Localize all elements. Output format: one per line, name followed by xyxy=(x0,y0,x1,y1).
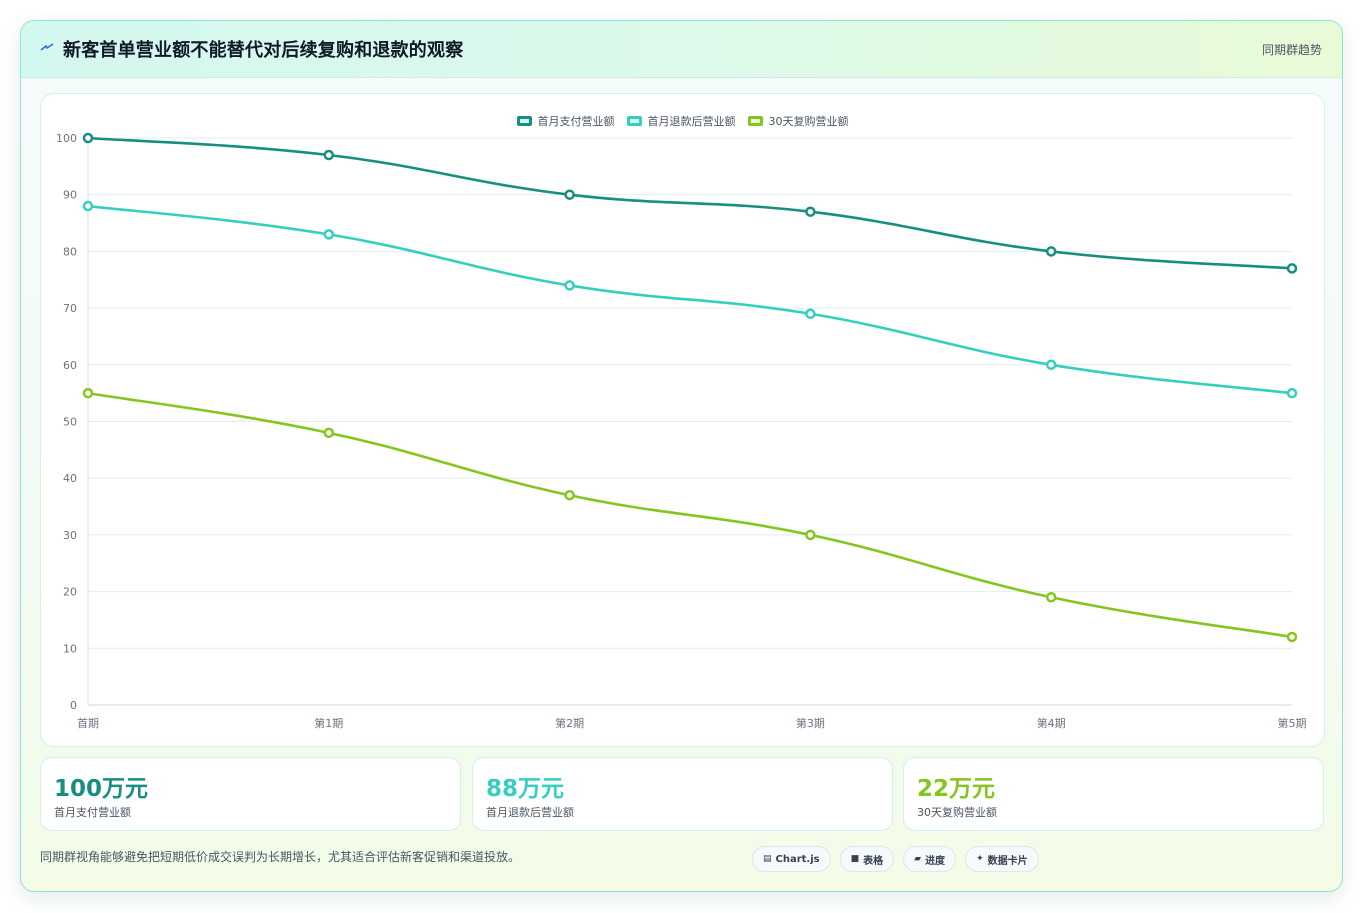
legend-swatch xyxy=(626,116,642,126)
x-tick-label: 第1期 xyxy=(314,716,343,730)
tag-label: Chart.js xyxy=(775,853,820,865)
stat-label: 30天复购营业额 xyxy=(917,806,997,819)
y-tick-label: 70 xyxy=(63,302,77,315)
data-point xyxy=(805,308,816,320)
y-tick-label: 100 xyxy=(56,132,77,145)
footnote: 同期群视角能够避免把短期低价成交误判为长期增长，尤其适合评估新客促销和渠道投放。 xyxy=(40,850,521,864)
legend-label: 首月支付营业额 xyxy=(537,115,615,128)
main-card: 新客首单营业额不能替代对后续复购和退款的观察 同期群趋势 首月支付营业额 首月退… xyxy=(20,20,1343,892)
tag-progress[interactable]: ▰ 进度 xyxy=(903,846,957,872)
legend-label: 首月退款后营业额 xyxy=(647,115,736,128)
stat-value: 22万元 xyxy=(917,776,996,802)
table-icon: ■ xyxy=(850,854,860,864)
data-point xyxy=(805,529,816,541)
y-tick-label: 60 xyxy=(63,359,77,372)
stat-cards: 100万元 首月支付营业额 88万元 首月退款后营业额 22万元 30天复购营业… xyxy=(40,757,1325,831)
tag-list: ▤ Chart.js ■ 表格 ▰ 进度 ✦ 数据卡片 xyxy=(752,846,1039,872)
data-point xyxy=(323,229,335,240)
page-title: 新客首单营业额不能替代对后续复购和退款的观察 xyxy=(63,40,464,61)
stat-label: 首月退款后营业额 xyxy=(486,806,574,819)
data-point xyxy=(82,132,94,144)
stat-value: 100万元 xyxy=(54,776,149,802)
legend-item[interactable]: 30天复购营业额 xyxy=(747,113,849,129)
series-line xyxy=(87,204,1293,395)
x-tick-label: 第5期 xyxy=(1278,716,1307,730)
data-point xyxy=(1286,263,1298,274)
data-point xyxy=(564,189,575,200)
y-tick-label: 20 xyxy=(63,586,77,599)
tag-table[interactable]: ■ 表格 xyxy=(839,846,895,872)
x-tick-label: 首期 xyxy=(77,716,99,730)
x-tick-label: 第4期 xyxy=(1037,716,1066,730)
stat-label: 首月支付营业额 xyxy=(54,806,131,819)
legend-item[interactable]: 首月退款后营业额 xyxy=(626,113,736,129)
sparkle-icon: ✦ xyxy=(976,854,984,864)
y-tick-label: 10 xyxy=(63,642,77,655)
lightning-icon xyxy=(40,43,54,51)
data-point xyxy=(1045,592,1057,603)
data-point xyxy=(1045,246,1057,257)
data-point xyxy=(564,489,575,501)
tag-data-card[interactable]: ✦ 数据卡片 xyxy=(965,846,1039,872)
x-tick-label: 第2期 xyxy=(555,716,584,730)
legend-swatch xyxy=(516,116,532,126)
series-line xyxy=(87,136,1293,270)
y-tick-label: 50 xyxy=(63,416,77,429)
chart-panel: 首月支付营业额 首月退款后营业额 30天复购营业额 0 10 20 30 40 50 60 7… xyxy=(40,93,1325,747)
legend-item[interactable]: 首月支付营业额 xyxy=(516,113,615,129)
chart-legend: 首月支付营业额 首月退款后营业额 30天复购营业额 xyxy=(41,113,1324,129)
tag-label: 表格 xyxy=(863,855,884,867)
data-point xyxy=(82,200,94,212)
stat-card: 88万元 首月退款后营业额 xyxy=(472,757,893,831)
legend-swatch xyxy=(747,116,763,126)
x-tick-label: 第3期 xyxy=(796,716,825,730)
data-point xyxy=(564,280,575,291)
series-line xyxy=(87,391,1293,639)
chart-icon: ▤ xyxy=(763,854,772,864)
data-point xyxy=(1286,387,1298,399)
data-point xyxy=(323,149,335,161)
data-point xyxy=(1286,631,1298,643)
data-point xyxy=(323,427,335,439)
y-tick-label: 40 xyxy=(63,472,77,485)
line-chart: 0 10 20 30 40 50 60 70 80 90 100 首期 第1期 第2期 第3期 第4期 第5期 xyxy=(56,132,1307,730)
tag-label: 数据卡片 xyxy=(987,855,1028,867)
stat-card: 100万元 首月支付营业额 xyxy=(40,757,461,831)
stat-card: 22万元 30天复购营业额 xyxy=(903,757,1324,831)
tag-label: 进度 xyxy=(925,855,946,867)
tag-chartjs[interactable]: ▤ Chart.js xyxy=(752,846,831,872)
data-point xyxy=(1045,359,1057,371)
y-tick-label: 30 xyxy=(63,529,77,542)
progress-icon: ▰ xyxy=(914,854,922,864)
y-tick-label: 90 xyxy=(63,189,77,202)
data-point xyxy=(805,206,816,217)
stat-value: 88万元 xyxy=(486,776,565,802)
y-tick-label: 0 xyxy=(70,699,77,712)
data-point xyxy=(82,387,94,399)
cohort-trend-label: 同期群趋势 xyxy=(1261,43,1322,57)
y-tick-label: 80 xyxy=(63,245,77,258)
legend-label: 30天复购营业额 xyxy=(768,115,849,128)
card-header: 新客首单营业额不能替代对后续复购和退款的观察 同期群趋势 xyxy=(21,21,1342,78)
